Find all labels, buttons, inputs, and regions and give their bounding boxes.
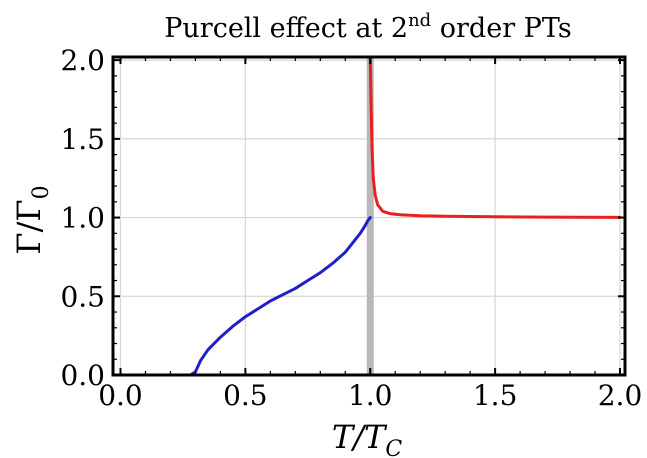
title-text-after: order PTs bbox=[431, 13, 572, 44]
y-tick-label-0: 0.0 bbox=[60, 359, 105, 392]
x-axis-label-main: T/T bbox=[332, 418, 388, 456]
x-tick-label-4: 2.0 bbox=[598, 379, 643, 412]
x-axis-label: T/TC bbox=[332, 418, 402, 458]
title-text-before: Purcell effect at 2 bbox=[164, 13, 408, 44]
chart-title: Purcell effect at 2nd order PTs bbox=[164, 10, 572, 44]
x-axis-label-subscript: C bbox=[385, 437, 402, 458]
x-tick-label-1: 0.5 bbox=[223, 379, 268, 412]
y-axis-label-subscript: 0 bbox=[29, 185, 54, 199]
y-tick-label-4: 2.0 bbox=[60, 44, 105, 77]
x-tick-label-0: 0.0 bbox=[98, 379, 143, 412]
y-tick-label-3: 1.5 bbox=[60, 123, 105, 156]
plot-frame bbox=[111, 55, 627, 377]
y-axis-label-main: Γ/Γ bbox=[10, 199, 48, 254]
x-tick-label-3: 1.5 bbox=[473, 379, 518, 412]
series-line-0 bbox=[118, 216, 372, 377]
y-tick-label-2: 1.0 bbox=[60, 202, 105, 235]
axis-ticks: 0.0 0.5 1.0 1.5 2.0 0.0 0.5 1.0 1.5 2.0 bbox=[60, 44, 642, 412]
y-axis-label: Γ/Γ0 bbox=[10, 185, 54, 254]
title-superscript: nd bbox=[408, 10, 431, 31]
x-tick-label-2: 1.0 bbox=[348, 379, 393, 412]
data-series bbox=[118, 55, 622, 377]
y-tick-label-1: 0.5 bbox=[60, 280, 105, 313]
series-line-1 bbox=[368, 55, 622, 219]
